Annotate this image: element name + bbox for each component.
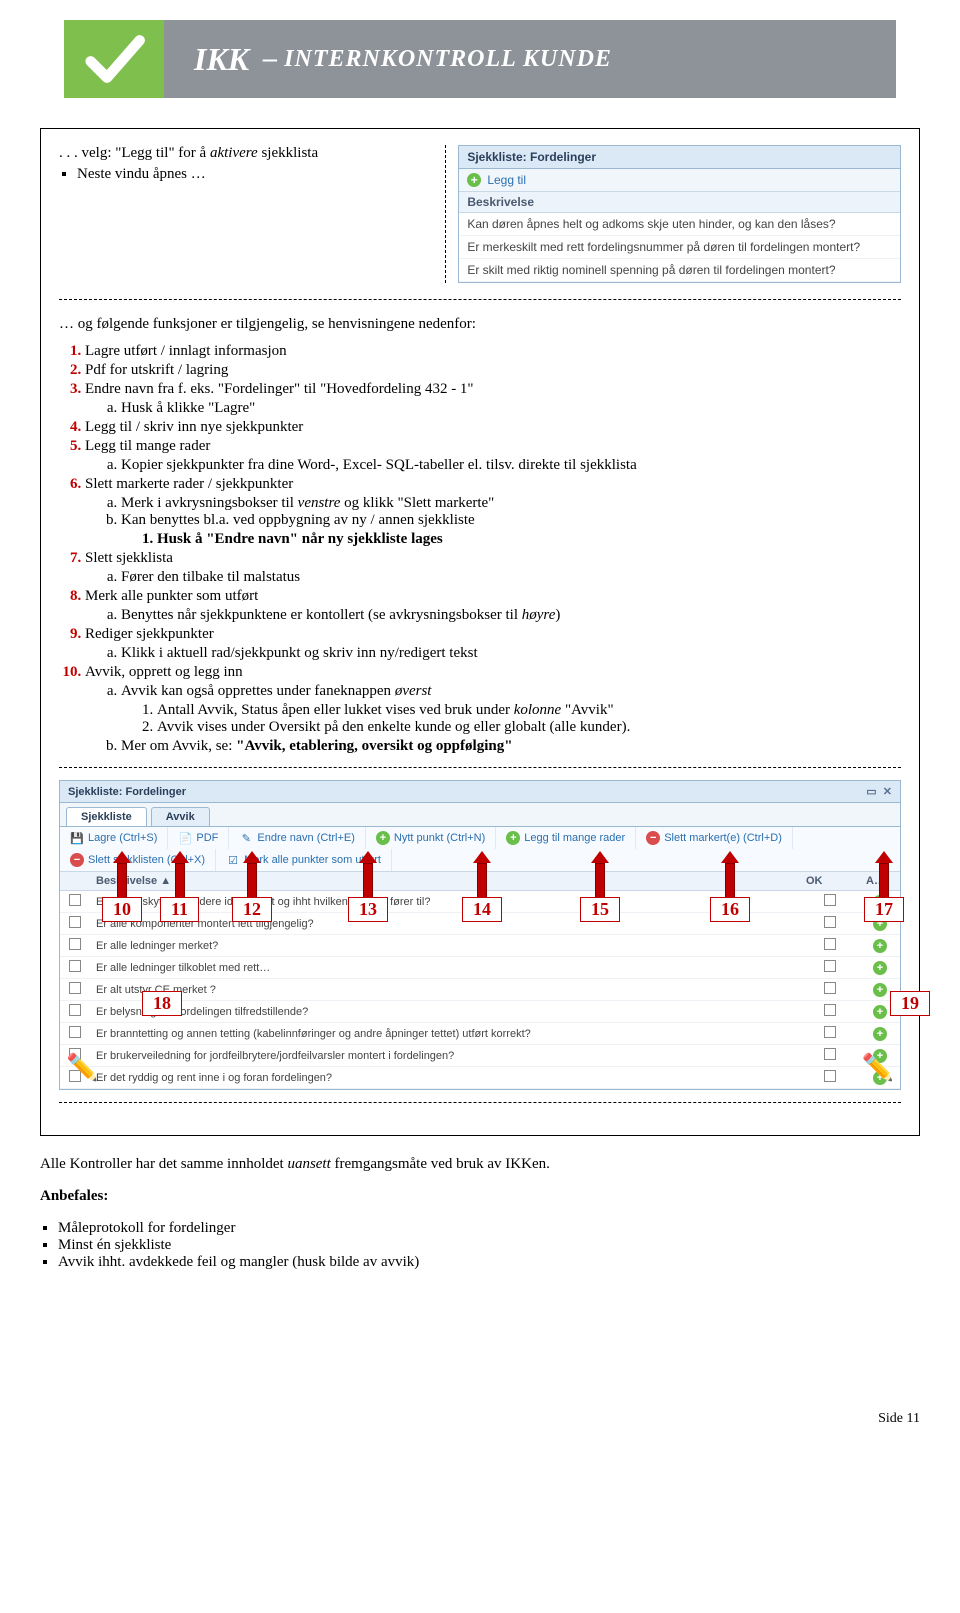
page-number: Side 11 [40,1411,920,1427]
toolbar-check[interactable]: ☑Merk alle punkter som utført [216,849,392,871]
tab-sjekkliste[interactable]: Sjekkliste [66,807,147,826]
ok-checkbox[interactable] [824,1048,836,1060]
tab-bar: SjekklisteAvvik [60,803,900,827]
panel-header: Sjekkliste: Fordelinger [459,146,900,169]
row-checkbox[interactable] [69,982,81,994]
table-row[interactable]: Er belysningen i fordelingen tilfredstil… [60,1001,900,1023]
func-intro: … og følgende funksjoner er tilgjengelig… [59,316,901,333]
func-item-18: Rediger sjekkpunkterKlikk i aktuell rad/… [85,626,901,662]
intro-left: . . . velg: "Legg til" for å aktivere sj… [59,145,446,283]
anbefales-title: Anbefales: [40,1188,920,1205]
add-avvik-icon[interactable]: + [873,1027,887,1041]
func-item-19: Avvik, opprett og legg innAvvik kan også… [85,664,901,755]
row-checkbox[interactable] [69,916,81,928]
table-row[interactable]: Er alle ledninger tilkoblet med rett…+ [60,957,900,979]
row-checkbox[interactable] [69,1004,81,1016]
add-label: Legg til [487,173,526,187]
checklist-row: Kan døren åpnes helt og adkoms skje uten… [459,213,900,236]
table-row[interactable]: Er alle beskyttelsesledere identifisert … [60,891,900,913]
row-checkbox[interactable] [69,938,81,950]
pencil-icon-right: ✏️ [862,1052,894,1083]
toolbar-save[interactable]: 💾Lagre (Ctrl+S) [60,827,168,849]
row-checkbox[interactable] [69,1026,81,1038]
func-item-15: Slett markerte rader / sjekkpunkterMerk … [85,476,901,548]
func-item-17: Merk alle punkter som utførtBenyttes når… [85,588,901,624]
toolbar-pdf[interactable]: 📄PDF [168,827,229,849]
ok-checkbox[interactable] [824,1026,836,1038]
toolbar-minus[interactable]: −Slett sjekklisten (Ctrl+X) [60,849,216,871]
intro-bullet: Neste vindu åpnes … [77,166,429,183]
rec-bullet: Måleprotokoll for fordelinger [58,1220,920,1237]
toolbar-plus[interactable]: +Legg til mange rader [496,827,636,849]
ok-checkbox[interactable] [824,960,836,972]
beskrivelse-header: Beskrivelse [459,192,900,213]
wide-checklist-panel: Sjekkliste: Fordelinger ▭ ✕ SjekklisteAv… [59,780,901,1090]
banner-check-icon [64,20,164,98]
table-row[interactable]: Er alle komponenter montert lett tilgjen… [60,913,900,935]
ok-checkbox[interactable] [824,894,836,906]
func-item-11: Pdf for utskrift / lagring [85,362,901,379]
toolbar: 💾Lagre (Ctrl+S)📄PDF✎Endre navn (Ctrl+E)+… [60,827,900,872]
rec-bullet: Avvik ihht. avdekkede feil og mangler (h… [58,1254,920,1271]
toolbar-plus[interactable]: +Nytt punkt (Ctrl+N) [366,827,496,849]
checklist-row: Er merkeskilt med rett fordelingsnummer … [459,236,900,259]
content-frame: . . . velg: "Legg til" for å aktivere sj… [40,128,920,1136]
tab-avvik[interactable]: Avvik [151,807,210,826]
func-item-16: Slett sjekklistaFører den tilbake til ma… [85,550,901,586]
header-banner: IKK – INTERNKONTROLL KUNDE [64,20,896,98]
func-item-12: Endre navn fra f. eks. "Fordelinger" til… [85,381,901,417]
add-avvik-icon[interactable]: + [873,939,887,953]
table-row[interactable]: Er det ryddig og rent inne i og foran fo… [60,1067,900,1089]
ok-checkbox[interactable] [824,1070,836,1082]
small-checklist-panel: Sjekkliste: Fordelinger + Legg til Beskr… [458,145,901,283]
table-row[interactable]: Er brukerveiledning for jordfeilbrytere/… [60,1045,900,1067]
function-list: … og følgende funksjoner er tilgjengelig… [59,316,901,755]
toolbar-minus[interactable]: −Slett markert(e) (Ctrl+D) [636,827,793,849]
func-item-13: Legg til / skriv inn nye sjekkpunkter [85,419,901,436]
func-item-10: Lagre utført / innlagt informasjon [85,343,901,360]
ok-checkbox[interactable] [824,916,836,928]
row-checkbox[interactable] [69,960,81,972]
panel-toolbar[interactable]: + Legg til [459,169,900,192]
add-avvik-icon[interactable]: + [873,917,887,931]
add-avvik-icon[interactable]: + [873,895,887,909]
add-avvik-icon[interactable]: + [873,961,887,975]
ok-checkbox[interactable] [824,982,836,994]
table-row[interactable]: Er alt utstyr CE merket ?+ [60,979,900,1001]
window-controls[interactable]: ▭ ✕ [866,785,892,798]
ok-checkbox[interactable] [824,1004,836,1016]
toolbar-edit[interactable]: ✎Endre navn (Ctrl+E) [229,827,366,849]
table-row[interactable]: Er branntetting og annen tetting (kabeli… [60,1023,900,1045]
footer-text: Alle Kontroller har det samme innholdet … [40,1156,920,1271]
row-checkbox[interactable] [69,894,81,906]
banner-title: IKK – INTERNKONTROLL KUNDE [164,20,896,98]
checklist-row: Er skilt med riktig nominell spenning på… [459,259,900,282]
add-avvik-icon[interactable]: + [873,983,887,997]
table-row[interactable]: Er alle ledninger merket?+ [60,935,900,957]
rec-bullet: Minst én sjekkliste [58,1237,920,1254]
add-avvik-icon[interactable]: + [873,1005,887,1019]
pencil-icon-left: ✏️ [66,1052,98,1083]
table-header: Beskrivelse ▲ OK A… [60,872,900,891]
plus-icon: + [467,173,481,187]
wide-panel-header: Sjekkliste: Fordelinger ▭ ✕ [60,781,900,803]
ok-checkbox[interactable] [824,938,836,950]
func-item-14: Legg til mange raderKopier sjekkpunkter … [85,438,901,474]
